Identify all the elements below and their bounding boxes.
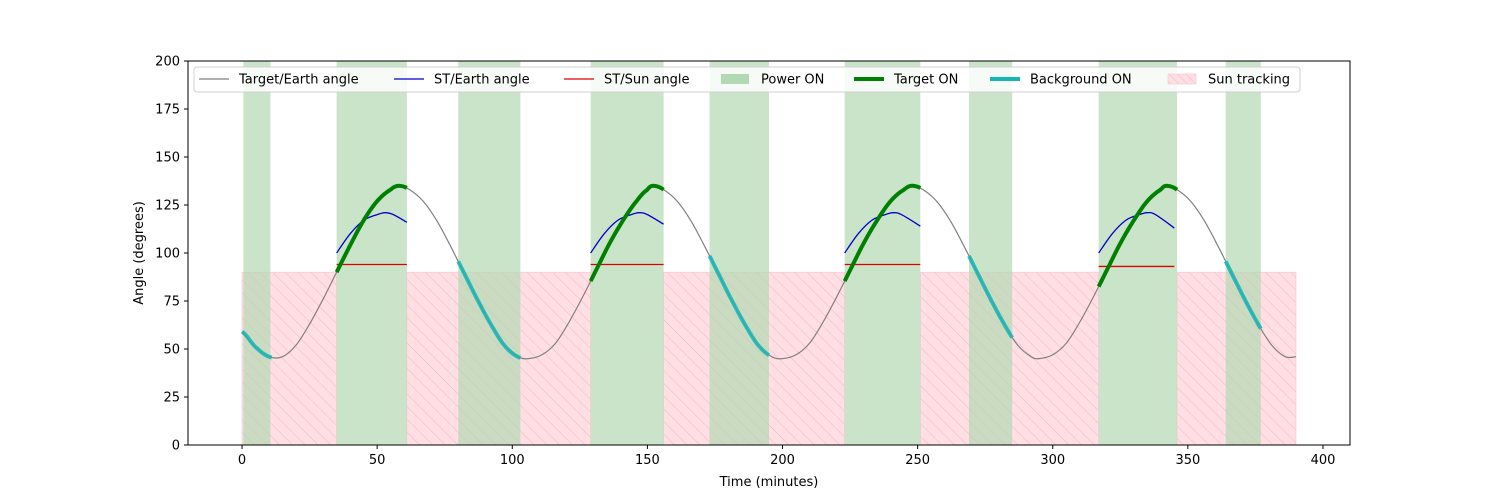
- background-bands: [241, 61, 1297, 445]
- target-on-segment: [334, 183, 408, 274]
- x-tick-label: 250: [905, 453, 930, 468]
- legend-label-target-on: Target ON: [893, 73, 958, 88]
- background-on-segment: [240, 330, 273, 360]
- legend-swatch-sun-tracking: [1167, 73, 1197, 85]
- x-tick-label: 50: [369, 453, 386, 468]
- target-on-segment: [842, 183, 922, 283]
- background-on-segment: [707, 255, 771, 357]
- power-on-band: [844, 61, 921, 445]
- series-lines: [240, 183, 1297, 360]
- y-tick-label: 125: [155, 199, 180, 214]
- y-tick-label: 50: [163, 343, 180, 358]
- st-earth-angle-line: [590, 212, 664, 254]
- x-axis-label: Time (minutes): [719, 475, 819, 490]
- axes: 0 50 100 150 200 250 300 350 400 0 25 50 75 100 125 150…: [155, 55, 1335, 469]
- y-tick-label: 150: [155, 151, 180, 166]
- x-tick-label: 300: [1040, 453, 1065, 468]
- x-tick-label: 150: [635, 453, 660, 468]
- legend-label-power-on: Power ON: [761, 73, 824, 88]
- target-on-segment: [588, 183, 665, 283]
- legend-label-background-on: Background ON: [1030, 73, 1132, 88]
- power-on-band: [709, 61, 769, 445]
- x-tick-label: 0: [238, 453, 246, 468]
- background-on-segment: [1223, 260, 1263, 330]
- power-on-band: [1098, 61, 1178, 445]
- y-tick-label: 100: [155, 247, 180, 262]
- legend-label-target-earth: Target/Earth angle: [238, 73, 359, 88]
- st-earth-angle-line: [336, 212, 408, 254]
- legend: Target/Earth angle ST/Earth angle ST/Sun a…: [193, 66, 1301, 93]
- power-on-band: [243, 61, 271, 445]
- legend-label-st-sun: ST/Sun angle: [604, 73, 690, 88]
- power-on-band: [1225, 61, 1261, 445]
- power-on-band: [458, 61, 521, 445]
- x-tick-label: 400: [1311, 453, 1336, 468]
- background-on-segment: [967, 255, 1014, 339]
- legend-swatch-power-on: [721, 74, 749, 84]
- y-tick-label: 75: [163, 295, 180, 310]
- power-on-band: [590, 61, 664, 445]
- x-tick-label: 350: [1175, 453, 1200, 468]
- power-on-band: [968, 61, 1013, 445]
- y-tick-label: 25: [163, 391, 180, 406]
- background-on-segment: [456, 260, 522, 360]
- x-tick-label: 100: [500, 453, 525, 468]
- y-tick-label: 175: [155, 103, 180, 118]
- target-on-segment: [1096, 183, 1179, 288]
- st-earth-angle-line: [844, 212, 921, 254]
- y-axis-label: Angle (degrees): [132, 201, 147, 305]
- x-tick-label: 200: [770, 453, 795, 468]
- legend-label-st-earth: ST/Earth angle: [434, 73, 530, 88]
- legend-label-sun-tracking: Sun tracking: [1208, 73, 1290, 88]
- y-tick-label: 200: [155, 55, 180, 70]
- y-tick-label: 0: [172, 439, 180, 454]
